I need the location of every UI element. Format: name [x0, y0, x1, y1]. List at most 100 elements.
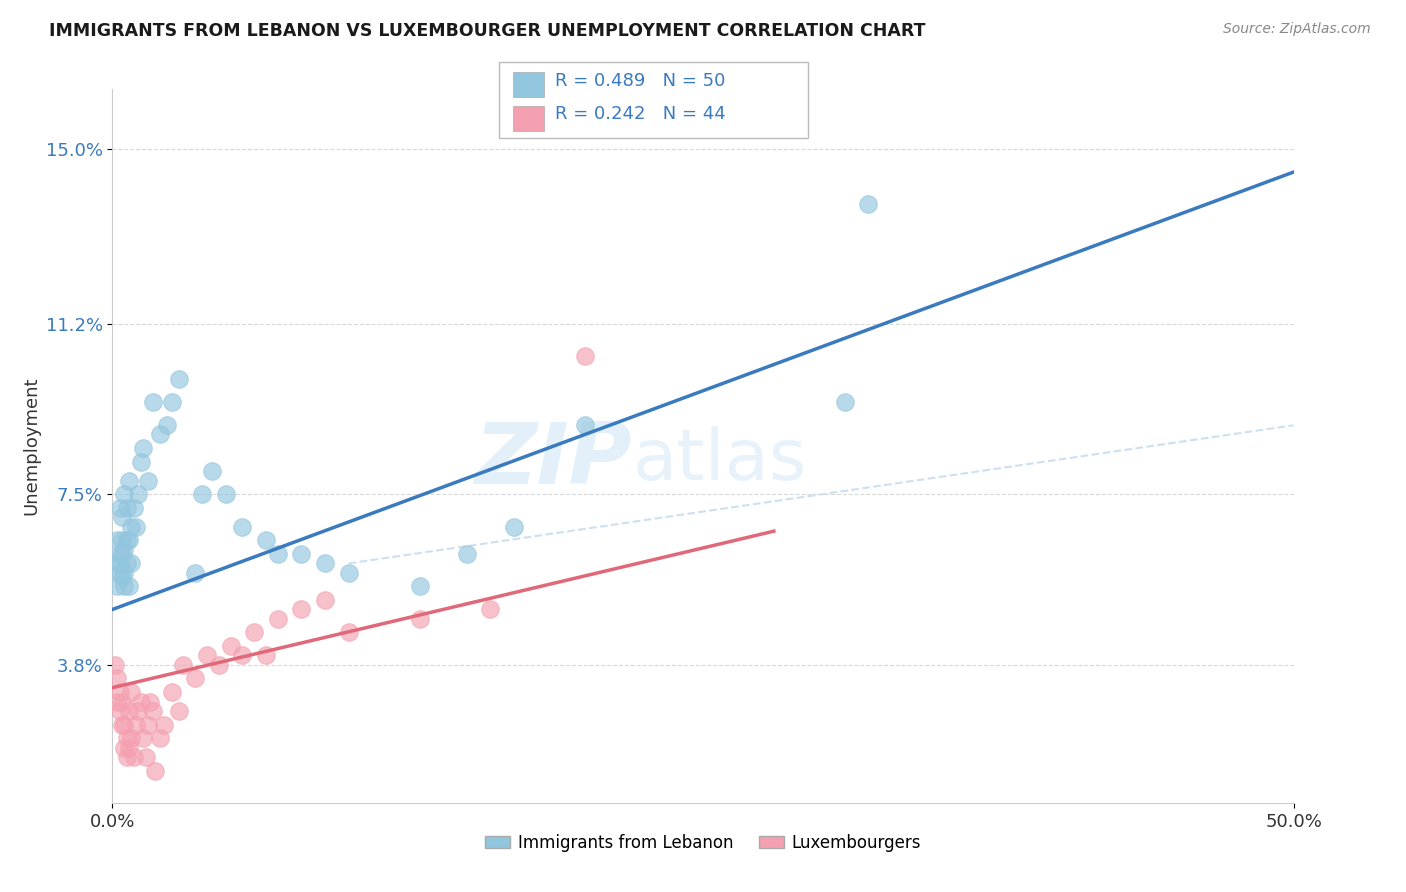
Point	[574, 349, 596, 363]
Point	[118, 474, 141, 488]
Point	[112, 542, 135, 557]
Point	[111, 547, 134, 561]
Point	[125, 519, 148, 533]
Point	[111, 717, 134, 731]
Point	[108, 501, 131, 516]
Point	[314, 593, 336, 607]
Point	[195, 648, 218, 663]
Point	[136, 717, 159, 731]
Point	[129, 694, 152, 708]
Point	[143, 764, 166, 778]
Text: ZIP: ZIP	[474, 418, 633, 502]
Point	[108, 557, 131, 571]
Point	[254, 533, 277, 548]
Point	[574, 418, 596, 433]
Point	[112, 740, 135, 755]
Point	[120, 731, 142, 746]
Point	[231, 648, 253, 663]
Legend: Immigrants from Lebanon, Luxembourgers: Immigrants from Lebanon, Luxembourgers	[478, 828, 928, 859]
Point	[149, 427, 172, 442]
Point	[219, 640, 242, 654]
Point	[184, 566, 207, 580]
Point	[118, 579, 141, 593]
Point	[136, 474, 159, 488]
Point	[122, 749, 145, 764]
Point	[337, 566, 360, 580]
Point	[408, 612, 430, 626]
Point	[111, 694, 134, 708]
Point	[191, 487, 214, 501]
Text: R = 0.489   N = 50: R = 0.489 N = 50	[555, 72, 725, 90]
Point	[160, 395, 183, 409]
Point	[120, 519, 142, 533]
Point	[208, 657, 231, 672]
Point	[111, 510, 134, 524]
Point	[108, 704, 131, 718]
Point	[108, 547, 131, 561]
Point	[132, 442, 155, 456]
Point	[314, 557, 336, 571]
Point	[108, 566, 131, 580]
Point	[503, 519, 526, 533]
Point	[215, 487, 238, 501]
Point	[167, 372, 190, 386]
Point	[104, 657, 127, 672]
Point	[108, 685, 131, 699]
Point	[201, 464, 224, 478]
Point	[111, 570, 134, 584]
Point	[172, 657, 194, 672]
Point	[479, 602, 502, 616]
Point	[118, 704, 141, 718]
Point	[167, 704, 190, 718]
Point	[254, 648, 277, 663]
Point	[122, 501, 145, 516]
Point	[834, 395, 856, 409]
Point	[149, 731, 172, 746]
Point	[120, 557, 142, 571]
Point	[290, 602, 312, 616]
Point	[115, 557, 138, 571]
Point	[111, 533, 134, 548]
Y-axis label: Unemployment: Unemployment	[22, 376, 41, 516]
Text: R = 0.242   N = 44: R = 0.242 N = 44	[555, 105, 725, 123]
Point	[337, 625, 360, 640]
Point	[267, 547, 290, 561]
Point	[267, 612, 290, 626]
Point	[127, 704, 149, 718]
Point	[112, 717, 135, 731]
Point	[112, 579, 135, 593]
Point	[105, 694, 128, 708]
Point	[115, 749, 138, 764]
Point	[112, 566, 135, 580]
Point	[105, 579, 128, 593]
Text: IMMIGRANTS FROM LEBANON VS LUXEMBOURGER UNEMPLOYMENT CORRELATION CHART: IMMIGRANTS FROM LEBANON VS LUXEMBOURGER …	[49, 22, 925, 40]
Point	[129, 455, 152, 469]
Point	[142, 704, 165, 718]
Point	[142, 395, 165, 409]
Point	[125, 717, 148, 731]
Point	[118, 533, 141, 548]
Point	[135, 749, 157, 764]
Point	[184, 672, 207, 686]
Point	[105, 672, 128, 686]
Text: atlas: atlas	[633, 425, 807, 495]
Point	[105, 533, 128, 548]
Point	[231, 519, 253, 533]
Point	[139, 694, 162, 708]
Point	[243, 625, 266, 640]
Point	[115, 533, 138, 548]
Point	[115, 731, 138, 746]
Point	[132, 731, 155, 746]
Point	[290, 547, 312, 561]
Point	[156, 418, 179, 433]
Point	[120, 685, 142, 699]
Point	[858, 197, 880, 211]
Point	[127, 487, 149, 501]
Point	[456, 547, 478, 561]
Point	[104, 557, 127, 571]
Text: Source: ZipAtlas.com: Source: ZipAtlas.com	[1223, 22, 1371, 37]
Point	[153, 717, 176, 731]
Point	[408, 579, 430, 593]
Point	[118, 740, 141, 755]
Point	[160, 685, 183, 699]
